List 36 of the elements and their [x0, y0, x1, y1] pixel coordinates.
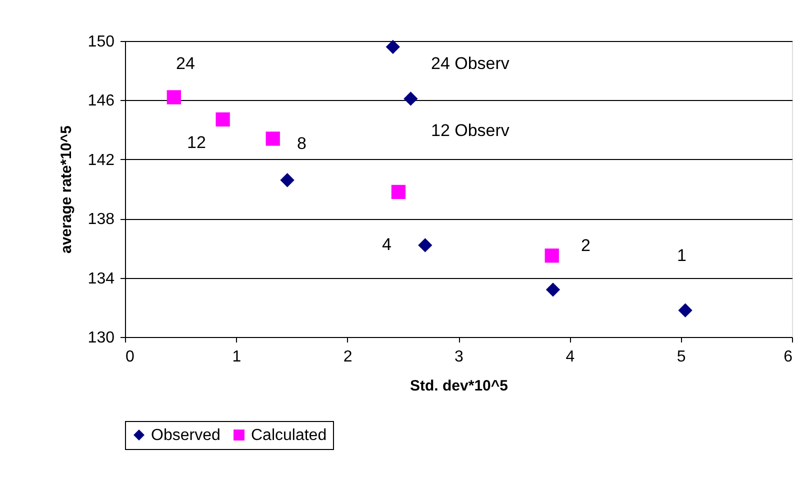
annotation: 8	[297, 134, 306, 153]
point	[386, 40, 400, 54]
point	[216, 112, 230, 127]
y-tick-label: 142	[88, 152, 115, 169]
point	[166, 90, 181, 104]
legend-label: Observed	[151, 427, 220, 444]
x-tick-label: 5	[676, 348, 686, 366]
y-axis-title: average rate*10^5	[58, 125, 75, 254]
annotation: 24 Observ	[431, 54, 510, 73]
annotation: 24	[176, 54, 195, 73]
point	[546, 282, 560, 297]
y-tick-label: 146	[88, 92, 115, 110]
x-tick-label: 3	[454, 348, 464, 366]
x-tick-label: 2	[343, 348, 352, 366]
x-tick-label: 4	[566, 348, 575, 366]
point	[391, 184, 406, 200]
annotation: 12 Observ	[431, 121, 510, 140]
annotation: 4	[382, 235, 392, 254]
annotation: 2	[581, 236, 590, 255]
x-axis-title: Std. dev*10^5	[410, 378, 508, 394]
y-tick-label: 138	[88, 211, 115, 228]
point	[544, 248, 559, 263]
annotation: 12	[187, 133, 206, 152]
y-tick-label: 130	[88, 330, 115, 346]
annotation: 1	[677, 246, 686, 265]
y-tick-label: 150	[88, 34, 115, 50]
point	[266, 132, 280, 146]
point	[280, 173, 294, 188]
legend-label: Calculated	[251, 427, 327, 444]
x-tick-label: 6	[784, 348, 793, 366]
y-tick-label: 134	[88, 270, 115, 288]
x-tick-label: 1	[232, 348, 242, 366]
point	[418, 238, 432, 252]
point	[678, 303, 692, 318]
point	[404, 92, 418, 106]
x-tick-label: 0	[126, 348, 134, 366]
